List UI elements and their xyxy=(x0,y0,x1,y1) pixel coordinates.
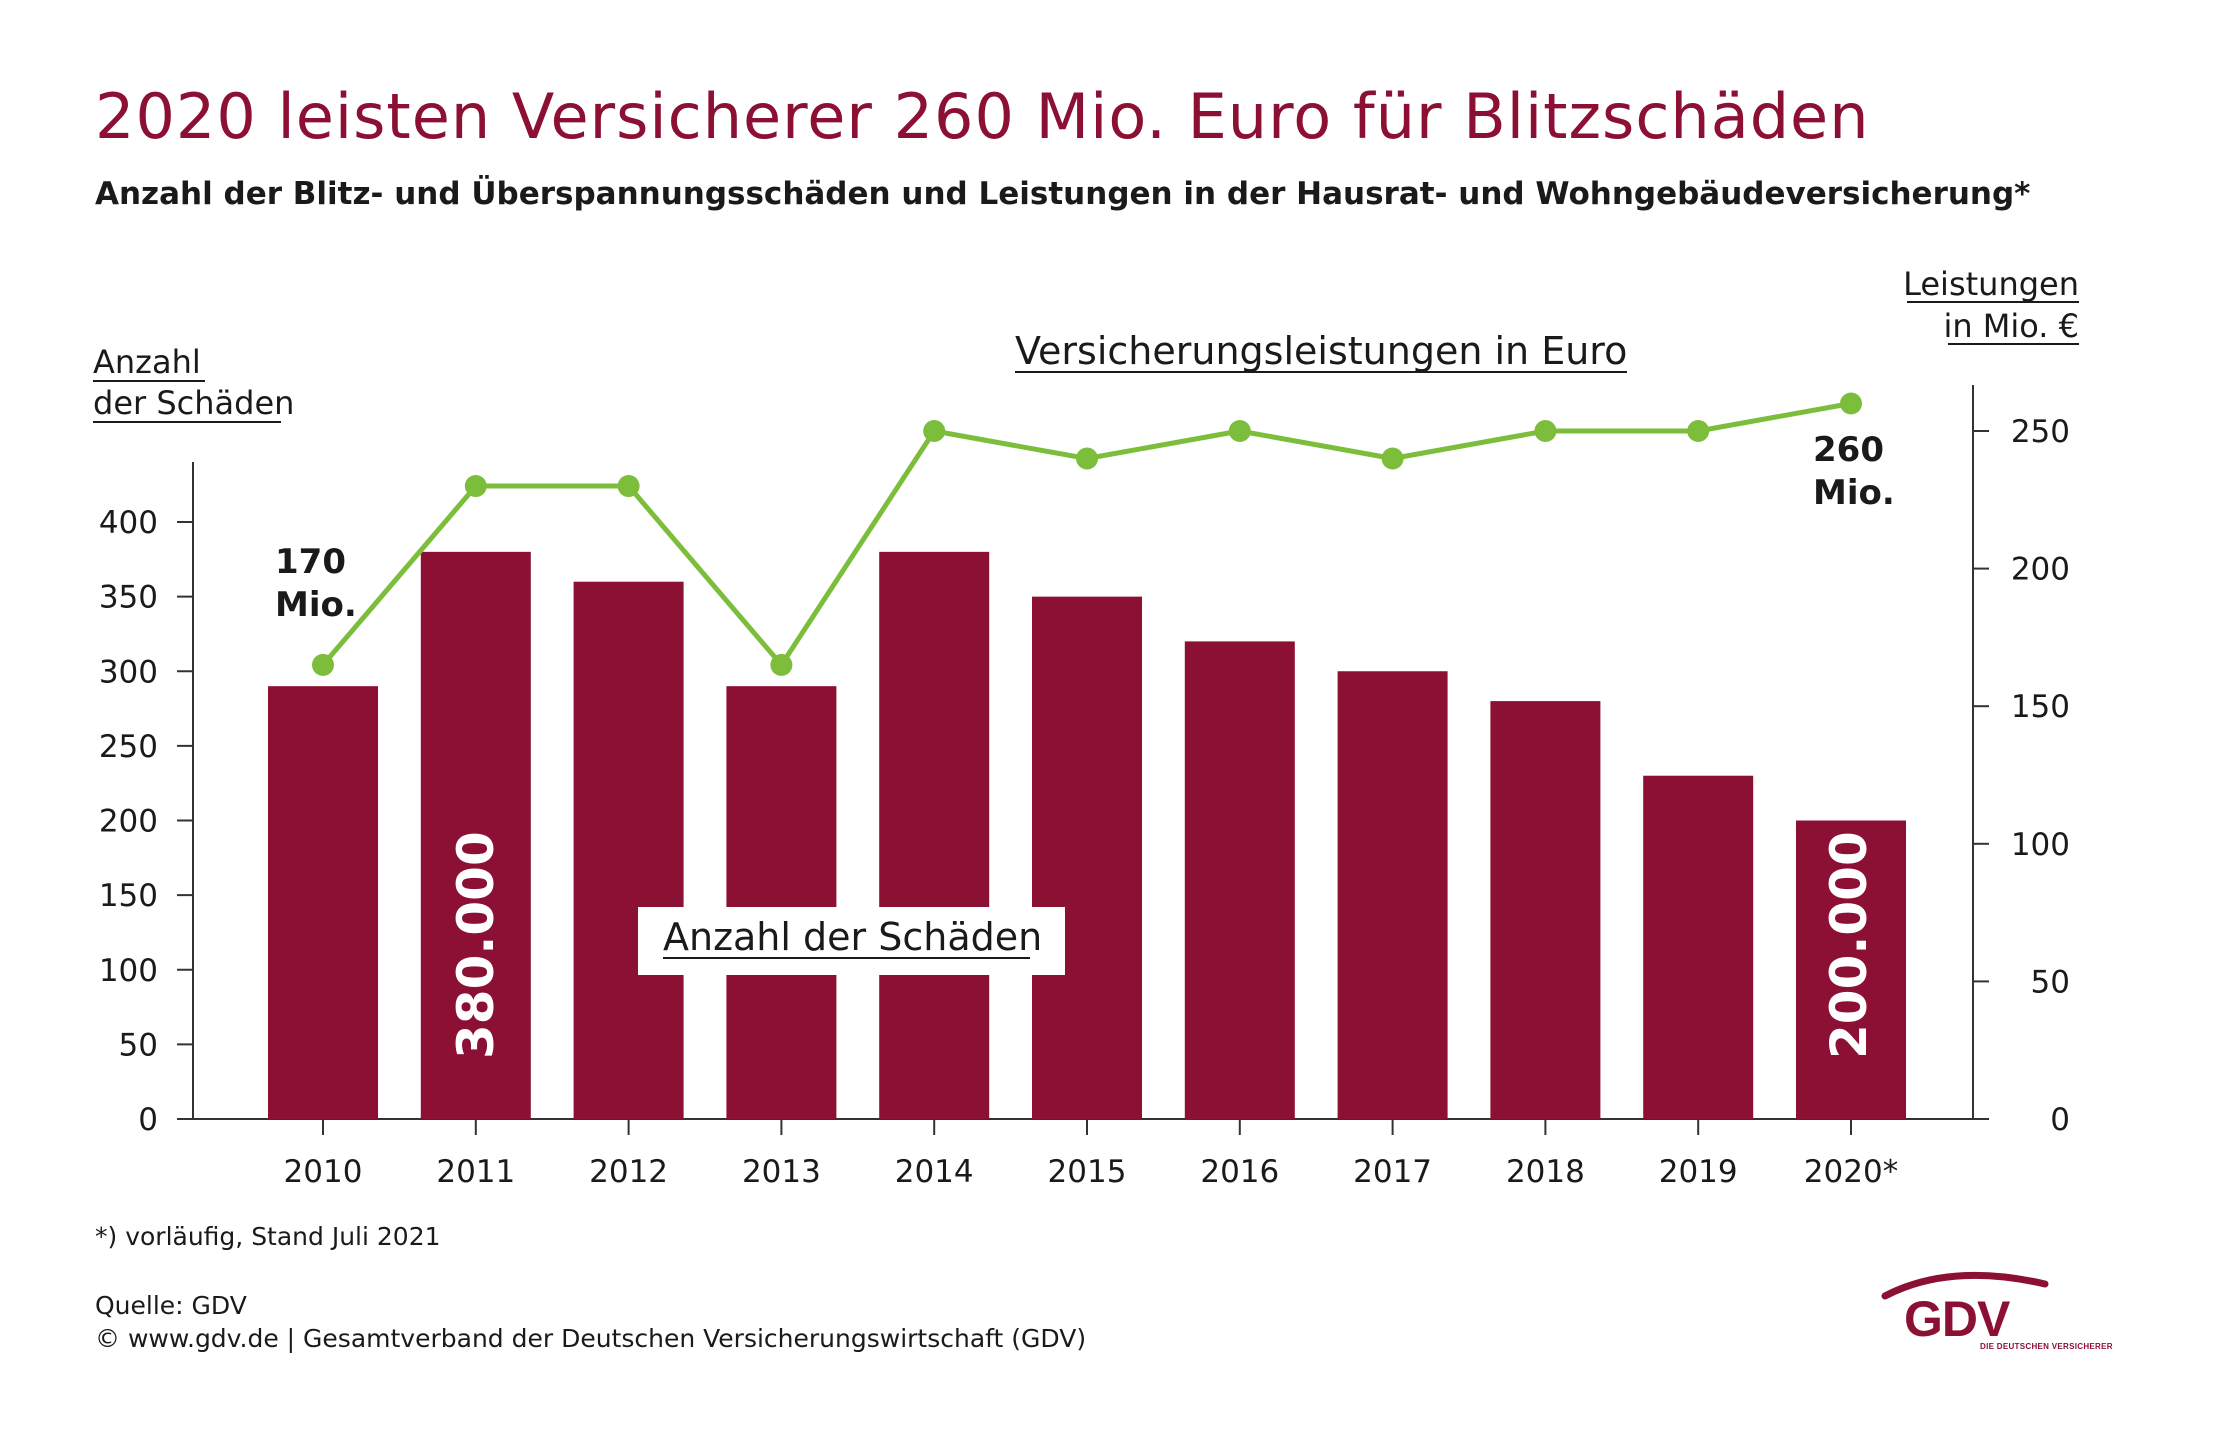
left-axis-tick-label: 250 xyxy=(99,729,158,765)
x-axis-tick-label: 2011 xyxy=(436,1154,515,1190)
right-axis-tick-label: 250 xyxy=(2011,414,2070,450)
bar-2020 xyxy=(1796,820,1906,1119)
left-axis-tick-label: 400 xyxy=(99,505,158,541)
bar-2018 xyxy=(1490,701,1601,1119)
bar-2017 xyxy=(1337,671,1448,1119)
line-point-2017 xyxy=(1381,447,1404,470)
bar-series-title: Anzahl der Schäden xyxy=(663,915,1042,959)
left-axis-tick-label: 50 xyxy=(119,1027,158,1063)
right-axis-tick-label: 50 xyxy=(2031,964,2070,1000)
line-point-2018 xyxy=(1534,420,1557,442)
bar-2019 xyxy=(1643,775,1754,1119)
last-value-annotation-line2: Mio. xyxy=(1813,473,1895,513)
line-point-2014 xyxy=(923,420,946,442)
right-axis-tick-label: 100 xyxy=(2011,827,2070,863)
bar-2010 xyxy=(268,686,378,1119)
axes-layer: 0 50 100 150 200 250 300 350 400 0 50 100 150 200 250 2… xyxy=(99,385,2070,1190)
last-value-annotation-line1: 260 xyxy=(1813,430,1884,470)
bar-2014 xyxy=(879,551,990,1119)
line-point-2012 xyxy=(617,475,640,498)
x-axis-tick-label: 2014 xyxy=(895,1154,974,1190)
x-axis-tick-label: 2020* xyxy=(1804,1154,1898,1190)
left-axis-label-line1: Anzahl xyxy=(93,343,201,381)
x-axis-tick-label: 2016 xyxy=(1200,1154,1279,1190)
x-axis-tick-label: 2018 xyxy=(1506,1154,1585,1190)
logo-subtext: DIE DEUTSCHEN VERSICHERER xyxy=(1980,1342,2113,1351)
bar-2012 xyxy=(573,581,684,1119)
first-value-annotation-line2: Mio. xyxy=(275,585,357,625)
bar-2011 xyxy=(420,551,531,1119)
bar-2015 xyxy=(1032,596,1142,1119)
left-axis-tick-label: 200 xyxy=(99,804,158,840)
footnote: *) vorläufig, Stand Juli 2021 xyxy=(95,1222,441,1251)
x-axis-tick-label: 2019 xyxy=(1659,1154,1738,1190)
left-axis-tick-label: 300 xyxy=(99,654,158,690)
x-axis-tick-label: 2017 xyxy=(1353,1154,1432,1190)
left-axis-tick-label: 350 xyxy=(99,580,158,616)
bar-label-2020: 200.000 xyxy=(1820,831,1878,1059)
right-axis-label-line1: Leistungen xyxy=(1903,265,2079,303)
line-point-2020 xyxy=(1840,392,1862,415)
bar-label-2011: 380.000 xyxy=(447,831,505,1059)
copyright-line: © www.gdv.de | Gesamtverband der Deutsch… xyxy=(95,1324,1087,1353)
source-line: Quelle: GDV xyxy=(95,1291,247,1320)
chart-title: 2020 leisten Versicherer 260 Mio. Euro f… xyxy=(95,80,1870,153)
logo-text: GDV xyxy=(1904,1291,2010,1347)
line-point-2019 xyxy=(1687,420,1710,442)
gdv-logo: GDV DIE DEUTSCHEN VERSICHERER xyxy=(1880,1262,2113,1352)
line-series-title: Versicherungsleistungen in Euro xyxy=(1015,329,1627,373)
right-axis-tick-label: 0 xyxy=(2050,1102,2070,1138)
x-axis-tick-label: 2010 xyxy=(284,1154,363,1190)
right-axis-tick-label: 200 xyxy=(2011,552,2070,588)
x-axis-tick-label: 2012 xyxy=(589,1154,668,1190)
left-axis-tick-label: 100 xyxy=(99,953,158,989)
chart-subtitle: Anzahl der Blitz- und Überspannungsschäd… xyxy=(95,176,2031,212)
bar-2016 xyxy=(1184,641,1295,1119)
logo-swoosh-icon xyxy=(1881,1271,2049,1300)
line-point-2013 xyxy=(770,653,793,676)
bar-2013 xyxy=(726,686,837,1119)
bars-layer xyxy=(268,551,1906,1119)
left-axis-label-line2: der Schäden xyxy=(93,384,294,422)
left-axis-tick-label: 0 xyxy=(138,1102,158,1138)
right-axis-label-line2: in Mio. € xyxy=(1943,307,2079,345)
x-axis-tick-label: 2015 xyxy=(1048,1154,1127,1190)
line-point-2010 xyxy=(312,653,334,676)
line-point-2015 xyxy=(1076,447,1098,470)
bar-series-title-box xyxy=(638,907,1065,975)
line-point-2011 xyxy=(464,475,487,498)
left-axis-tick-label: 150 xyxy=(99,878,158,914)
right-axis-tick-label: 150 xyxy=(2011,689,2070,725)
x-axis-tick-label: 2013 xyxy=(742,1154,821,1190)
first-value-annotation-line1: 170 xyxy=(275,542,346,582)
line-point-2016 xyxy=(1228,420,1251,442)
line-layer xyxy=(312,392,1862,676)
